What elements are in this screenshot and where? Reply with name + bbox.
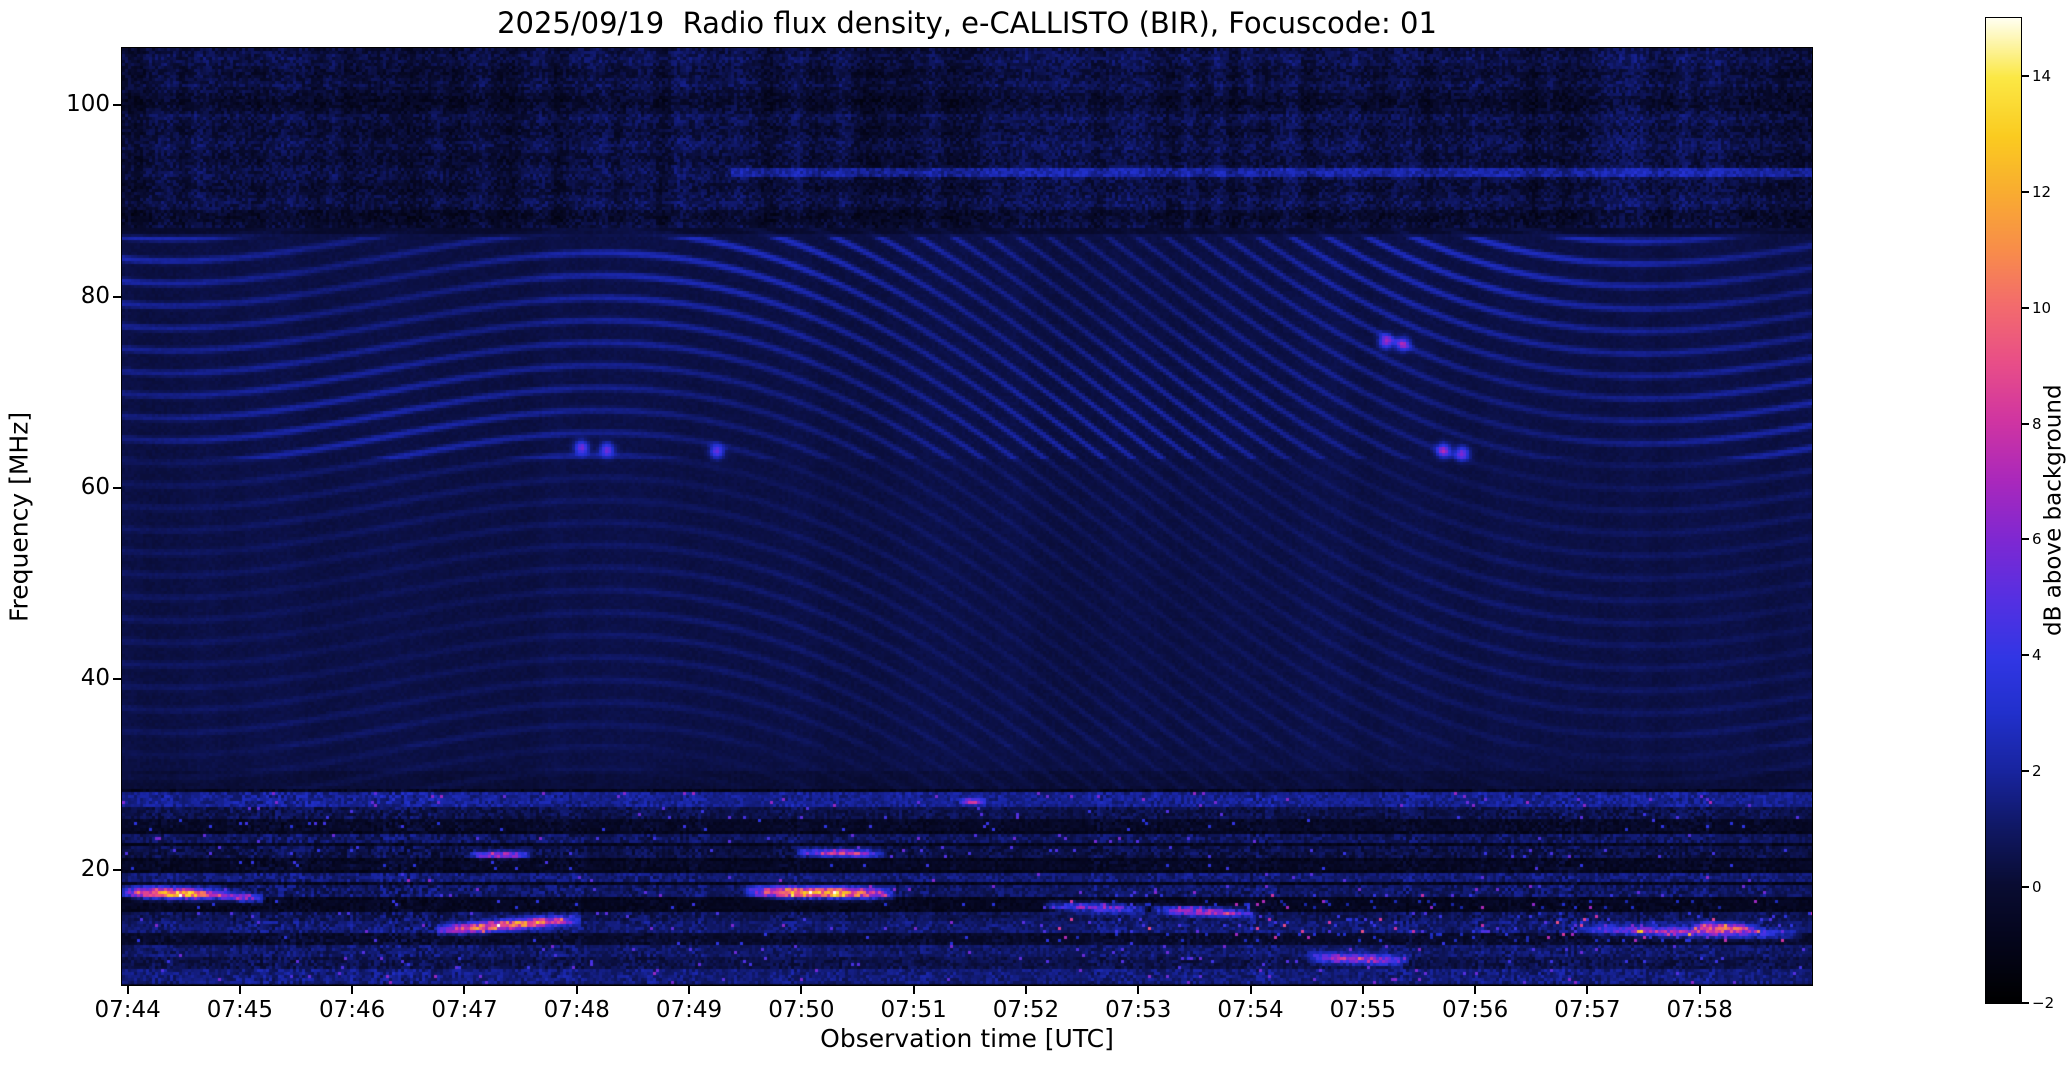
x-tick-mark — [1586, 986, 1589, 994]
colorbar-tick-label: 14 — [2032, 66, 2052, 85]
x-tick-label: 07:56 — [1441, 997, 1509, 1023]
colorbar-tick-mark — [2022, 886, 2029, 889]
spectrogram-canvas — [122, 48, 1812, 985]
y-tick-mark — [113, 295, 121, 298]
x-tick-label: 07:54 — [1217, 997, 1284, 1023]
colorbar-tick-mark — [2022, 74, 2029, 77]
x-tick-mark — [351, 986, 354, 994]
colorbar-tick-label: 10 — [2032, 298, 2052, 317]
colorbar-tick-mark — [2022, 190, 2029, 193]
colorbar-canvas — [1986, 18, 2021, 1003]
chart-title: 2025/09/19 Radio flux density, e-CALLIST… — [497, 6, 1437, 40]
x-tick-mark — [575, 986, 578, 994]
colorbar-tick-mark — [2022, 1002, 2029, 1004]
x-tick-mark — [688, 986, 691, 994]
colorbar-tick-mark — [2022, 654, 2029, 657]
x-tick-label: 07:57 — [1554, 997, 1621, 1023]
colorbar-tick-label: 6 — [2032, 530, 2042, 549]
x-tick-label: 07:52 — [992, 997, 1060, 1023]
y-tick-label: 80 — [80, 282, 110, 309]
y-tick-mark — [113, 869, 121, 872]
colorbar-tick-label: −2 — [2032, 994, 2055, 1012]
x-tick-mark — [1474, 986, 1477, 994]
colorbar-tick-label: 2 — [2032, 762, 2042, 781]
colorbar-tick-label: 0 — [2032, 878, 2042, 897]
x-tick-mark — [463, 986, 466, 994]
colorbar-tick-mark — [2022, 770, 2029, 773]
x-tick-label: 07:45 — [206, 997, 274, 1023]
x-tick-label: 07:51 — [880, 997, 947, 1023]
x-tick-mark — [800, 986, 803, 994]
colorbar-tick-mark — [2022, 422, 2029, 425]
x-axis-label: Observation time [UTC] — [820, 1024, 1114, 1053]
colorbar-tick-label: 8 — [2032, 414, 2042, 433]
y-tick-label: 20 — [80, 856, 110, 883]
x-tick-label: 07:44 — [94, 997, 161, 1023]
x-tick-mark — [912, 986, 915, 994]
x-tick-mark — [1249, 986, 1252, 994]
x-tick-label: 07:46 — [319, 997, 386, 1023]
colorbar-tick-mark — [2022, 306, 2029, 309]
x-tick-label: 07:53 — [1105, 997, 1172, 1023]
colorbar-tick-mark — [2022, 538, 2029, 541]
colorbar — [1985, 17, 2022, 1004]
x-tick-mark — [126, 986, 129, 994]
y-tick-mark — [113, 486, 121, 489]
x-tick-label: 07:58 — [1666, 997, 1733, 1023]
x-tick-mark — [1361, 986, 1364, 994]
y-tick-label: 60 — [80, 473, 110, 500]
x-tick-label: 07:47 — [431, 997, 498, 1023]
colorbar-tick-label: 12 — [2032, 182, 2052, 201]
x-tick-label: 07:50 — [768, 997, 835, 1023]
y-tick-mark — [113, 104, 121, 107]
x-tick-mark — [1137, 986, 1140, 994]
x-tick-label: 07:49 — [655, 997, 723, 1023]
x-tick-mark — [238, 986, 241, 994]
colorbar-tick-label: 4 — [2032, 646, 2042, 665]
y-tick-label: 40 — [80, 665, 110, 692]
colorbar-label: dB above background — [2040, 384, 2066, 637]
y-tick-label: 100 — [66, 91, 110, 118]
x-tick-label: 07:55 — [1329, 997, 1396, 1023]
y-tick-mark — [113, 678, 121, 681]
x-tick-mark — [1024, 986, 1027, 994]
x-tick-label: 07:48 — [543, 997, 610, 1023]
plot-area — [121, 47, 1813, 986]
x-tick-mark — [1698, 986, 1701, 994]
